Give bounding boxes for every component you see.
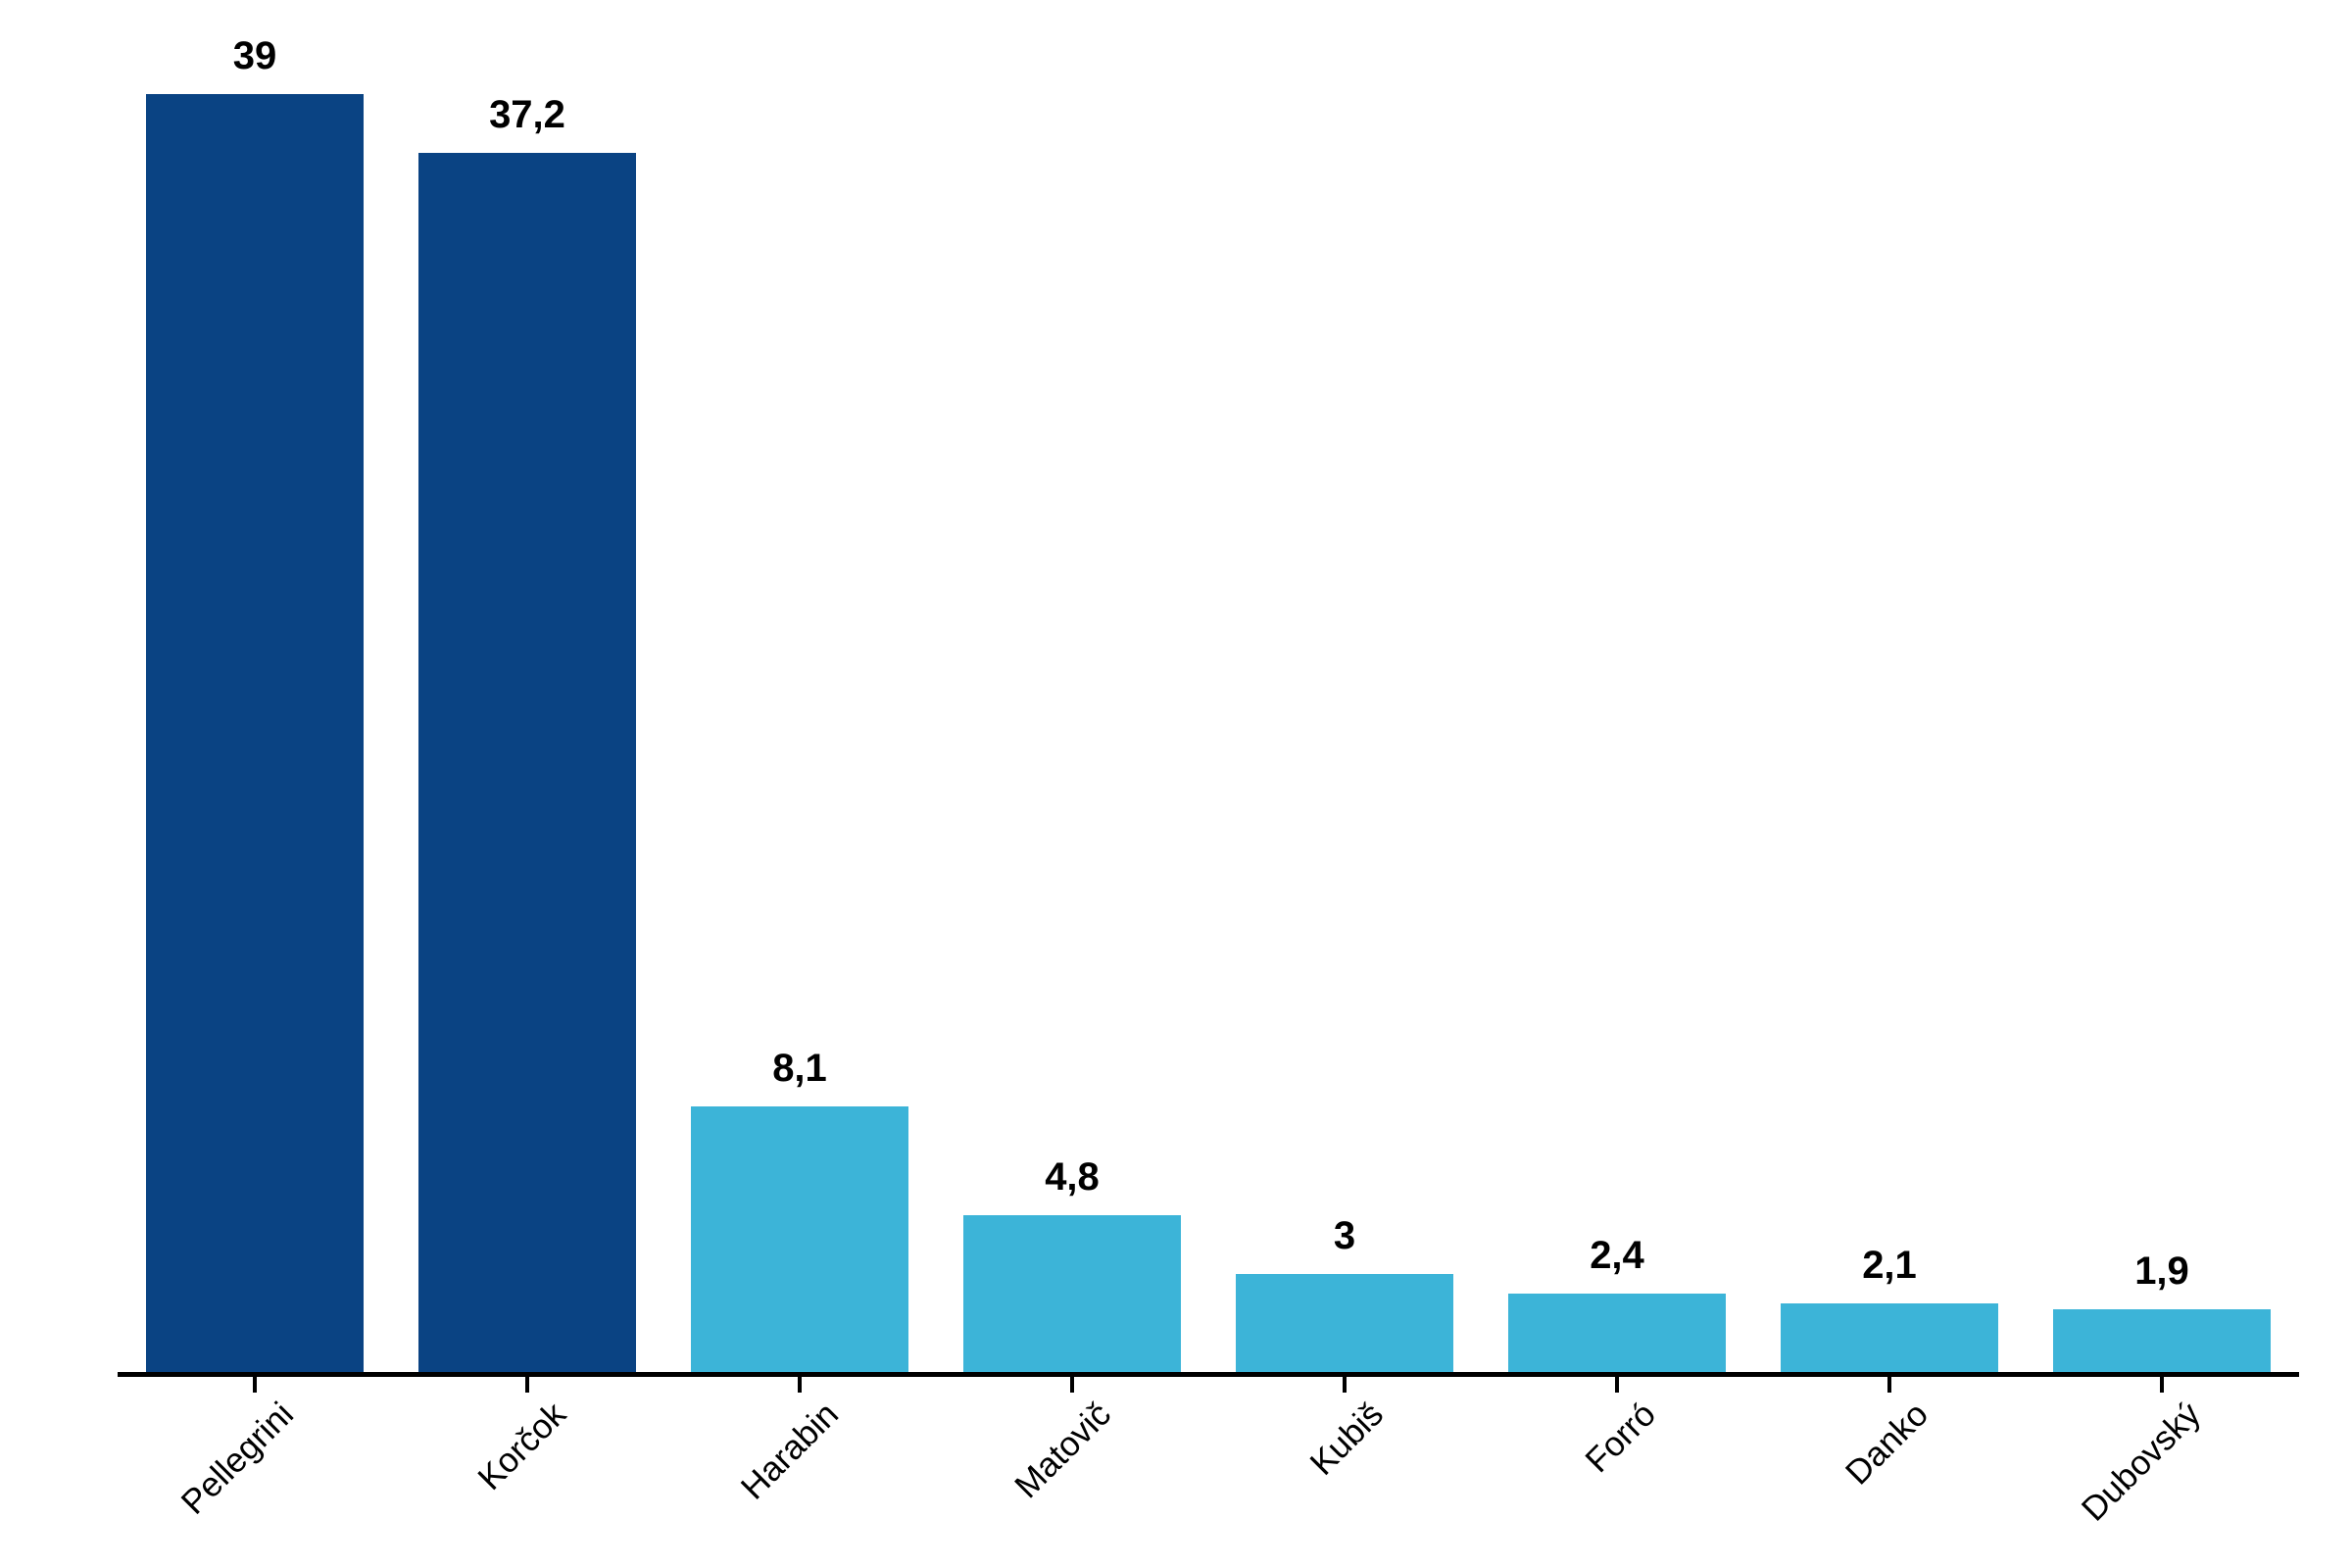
bar-value-label-kubis: 3 <box>1333 1214 1356 1257</box>
x-tick-label-dubovsky: Dubovský <box>2074 1395 2208 1529</box>
x-axis-tick-kubis <box>1343 1377 1347 1393</box>
x-axis-tick-danko <box>1887 1377 1891 1393</box>
bar-matovic <box>963 1215 1181 1372</box>
x-axis-tick-pellegrini <box>253 1377 257 1393</box>
x-tick-label-pellegrini: Pellegrini <box>173 1395 301 1522</box>
bar-value-label-dubovsky: 1,9 <box>2134 1250 2189 1293</box>
bar-kubis <box>1236 1274 1453 1372</box>
bar-value-label-korcok: 37,2 <box>489 93 565 136</box>
x-axis-line <box>118 1372 2299 1377</box>
bar-pellegrini <box>146 94 364 1372</box>
bar-korcok <box>418 153 636 1372</box>
x-tick-label-harabin: Harabin <box>733 1395 846 1507</box>
x-axis-tick-matovic <box>1070 1377 1074 1393</box>
x-tick-label-kubis: Kubiš <box>1302 1395 1391 1483</box>
bar-value-label-matovic: 4,8 <box>1045 1155 1100 1199</box>
x-tick-label-matovic: Matovič <box>1007 1395 1118 1506</box>
x-tick-label-danko: Danko <box>1838 1395 1936 1493</box>
bar-harabin <box>691 1106 908 1372</box>
bar-forro <box>1508 1294 1726 1372</box>
bar-dubovsky <box>2053 1309 2271 1372</box>
bar-value-label-harabin: 8,1 <box>772 1047 827 1090</box>
x-axis-tick-korcok <box>525 1377 529 1393</box>
x-tick-label-korcok: Korčok <box>470 1395 573 1498</box>
bar-value-label-forro: 2,4 <box>1590 1234 1644 1277</box>
x-axis-tick-harabin <box>798 1377 802 1393</box>
x-tick-label-forro: Forró <box>1578 1395 1663 1481</box>
bar-value-label-danko: 2,1 <box>1862 1244 1917 1287</box>
bar-value-label-pellegrini: 39 <box>232 34 277 77</box>
x-axis-tick-forro <box>1615 1377 1619 1393</box>
x-axis-tick-dubovsky <box>2160 1377 2164 1393</box>
bar-danko <box>1781 1303 1998 1372</box>
